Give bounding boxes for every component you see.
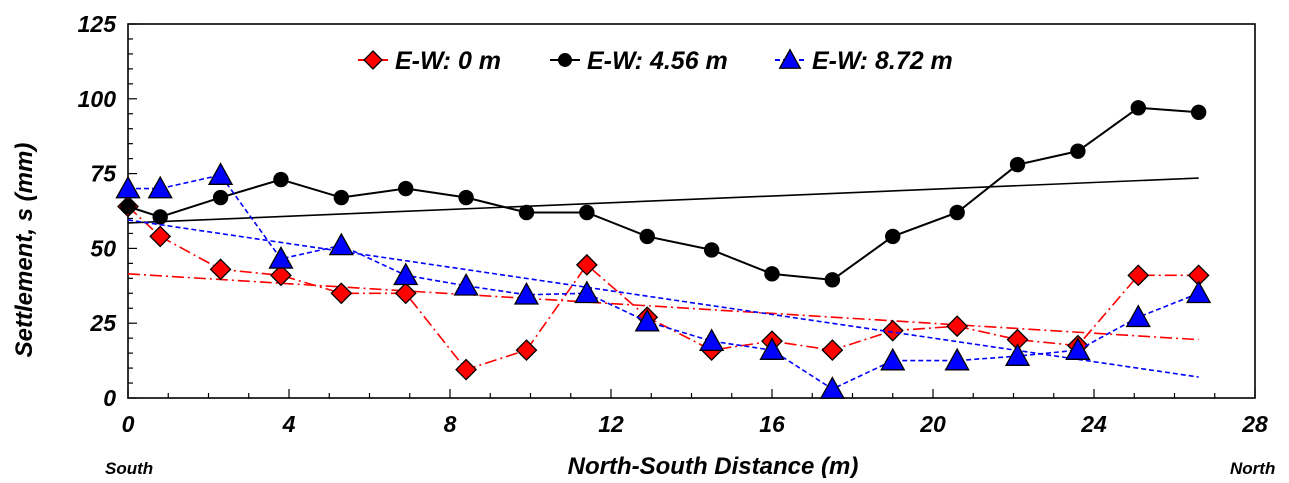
series-1 xyxy=(120,100,1207,288)
north-direction-label: North xyxy=(1230,459,1275,478)
axes-layer: 0 25 50 75 100 125 0 4 8 12 16 20 24 28 xyxy=(78,11,1268,437)
triangle-marker xyxy=(453,272,479,296)
circle-marker xyxy=(212,189,229,206)
triangle-marker xyxy=(778,48,802,69)
triangle-marker xyxy=(634,308,660,332)
circle-marker xyxy=(273,171,289,188)
y-tick-label: 25 xyxy=(89,310,117,336)
y-tick-label: 75 xyxy=(90,161,117,187)
series-line xyxy=(127,205,1199,371)
legend-item: E-W: 8.72 m xyxy=(775,47,953,75)
south-direction-label: South xyxy=(105,459,153,478)
legend-label: E-W: 0 m xyxy=(395,47,501,75)
diamond-marker xyxy=(330,282,353,305)
circle-marker xyxy=(1009,156,1026,173)
circle-marker xyxy=(1070,143,1086,159)
series-line xyxy=(128,174,1199,390)
series-0 xyxy=(117,195,1210,381)
x-tick-label: 12 xyxy=(598,411,624,437)
circle-marker xyxy=(1130,100,1146,116)
circle-marker xyxy=(1190,104,1207,120)
circle-marker xyxy=(120,198,136,215)
triangle-marker xyxy=(207,162,234,185)
triangle-marker xyxy=(759,337,785,360)
x-tick-label: 24 xyxy=(1080,411,1107,437)
trend-line xyxy=(127,273,1199,341)
diamond-marker xyxy=(270,264,292,287)
legend-item: E-W: 0 m xyxy=(358,47,501,75)
triangle-marker xyxy=(699,328,725,352)
circle-marker xyxy=(579,204,595,221)
circle-marker xyxy=(824,272,841,288)
diamond-marker xyxy=(1127,264,1150,287)
series-line xyxy=(127,106,1199,281)
y-tick-label: 0 xyxy=(103,385,116,411)
x-tick-label: 0 xyxy=(122,411,135,437)
triangle-marker xyxy=(328,232,354,256)
circle-marker xyxy=(518,204,535,221)
series-layer xyxy=(115,100,1212,399)
circle-marker xyxy=(885,228,901,245)
diamond-marker xyxy=(881,319,904,342)
y-axis-title: Settlement, s (mm) xyxy=(11,143,38,358)
trend-line xyxy=(127,177,1199,224)
x-tick-label: 4 xyxy=(282,411,296,437)
diamond-marker xyxy=(515,339,538,362)
x-tick-label: 20 xyxy=(919,411,946,437)
diamond-marker xyxy=(821,339,844,362)
triangle-marker xyxy=(268,246,294,269)
y-tick-label: 100 xyxy=(78,86,117,112)
triangle-marker xyxy=(880,347,906,371)
legend-item: E-W: 4.56 m xyxy=(550,47,728,75)
x-tick-label: 28 xyxy=(1241,411,1268,437)
y-tick-label: 50 xyxy=(90,235,116,261)
x-tick-label: 8 xyxy=(444,411,457,437)
triangle-marker xyxy=(1004,343,1031,366)
y-tick-label: 125 xyxy=(78,11,118,37)
diamond-marker xyxy=(363,50,383,70)
diamond-marker xyxy=(946,315,969,338)
triangle-marker xyxy=(1065,337,1091,360)
triangle-marker xyxy=(1125,304,1151,328)
legend: E-W: 0 m E-W: 4.56 m E-W: 8.72 m xyxy=(358,47,953,75)
plot-frame xyxy=(127,23,1256,399)
triangle-marker xyxy=(147,175,173,199)
triangle-marker xyxy=(574,280,600,304)
circle-marker xyxy=(639,228,655,245)
diamond-marker xyxy=(575,253,598,276)
triangle-marker xyxy=(1186,280,1212,304)
triangle-marker xyxy=(944,347,970,371)
triangle-marker xyxy=(513,281,540,305)
x-tick-label: 16 xyxy=(759,411,785,437)
series-2 xyxy=(115,162,1212,399)
circle-marker xyxy=(703,242,720,258)
circle-marker xyxy=(333,189,350,206)
legend-label: E-W: 8.72 m xyxy=(812,47,953,75)
circle-marker xyxy=(764,266,780,282)
trend-line xyxy=(127,219,1199,378)
circle-marker xyxy=(558,53,572,67)
diamond-marker xyxy=(394,282,417,305)
diamond-marker xyxy=(149,225,172,248)
circle-marker xyxy=(152,209,168,225)
circle-marker xyxy=(949,204,965,221)
triangle-marker xyxy=(819,376,845,399)
x-axis-title: North-South Distance (m) xyxy=(568,453,859,478)
diamond-marker xyxy=(455,358,478,381)
circle-marker xyxy=(398,180,414,197)
diamond-marker xyxy=(209,258,232,281)
triangle-marker xyxy=(393,262,419,286)
legend-label: E-W: 4.56 m xyxy=(587,47,728,75)
circle-marker xyxy=(458,189,474,206)
triangle-marker xyxy=(115,175,141,199)
